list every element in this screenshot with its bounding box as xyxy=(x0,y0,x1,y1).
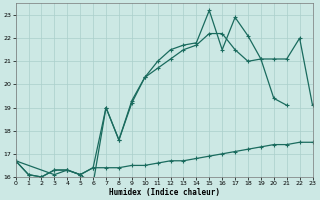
X-axis label: Humidex (Indice chaleur): Humidex (Indice chaleur) xyxy=(108,188,220,197)
